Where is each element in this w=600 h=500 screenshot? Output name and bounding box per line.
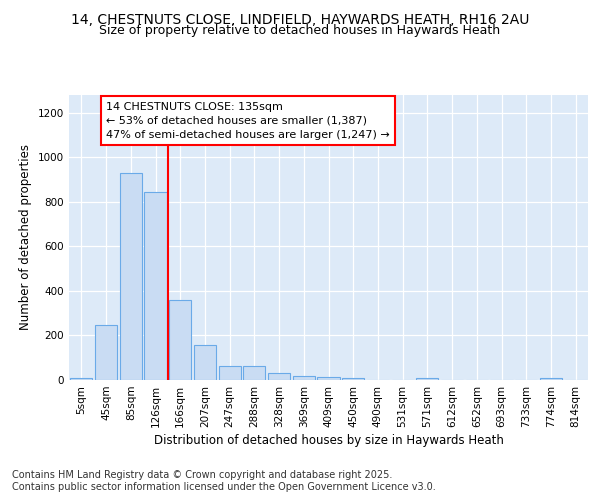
Y-axis label: Number of detached properties: Number of detached properties [19, 144, 32, 330]
Bar [95, 325, 117, 380]
Text: Size of property relative to detached houses in Haywards Heath: Size of property relative to detached ho… [100, 24, 500, 37]
Bar [218, 366, 241, 380]
Text: Contains public sector information licensed under the Open Government Licence v3: Contains public sector information licen… [12, 482, 436, 492]
Bar [540, 378, 562, 380]
Bar [268, 374, 290, 380]
Bar [194, 345, 216, 380]
Bar [317, 377, 340, 380]
Text: 14 CHESTNUTS CLOSE: 135sqm
← 53% of detached houses are smaller (1,387)
47% of s: 14 CHESTNUTS CLOSE: 135sqm ← 53% of deta… [106, 102, 390, 140]
X-axis label: Distribution of detached houses by size in Haywards Heath: Distribution of detached houses by size … [154, 434, 503, 447]
Bar [416, 378, 439, 380]
Bar [342, 378, 364, 380]
Bar [70, 378, 92, 380]
Bar [243, 366, 265, 380]
Bar [145, 192, 167, 380]
Bar [169, 300, 191, 380]
Text: 14, CHESTNUTS CLOSE, LINDFIELD, HAYWARDS HEATH, RH16 2AU: 14, CHESTNUTS CLOSE, LINDFIELD, HAYWARDS… [71, 12, 529, 26]
Text: Contains HM Land Registry data © Crown copyright and database right 2025.: Contains HM Land Registry data © Crown c… [12, 470, 392, 480]
Bar [119, 173, 142, 380]
Bar [293, 376, 315, 380]
